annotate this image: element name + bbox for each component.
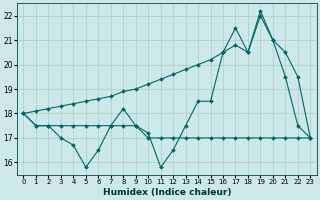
X-axis label: Humidex (Indice chaleur): Humidex (Indice chaleur) xyxy=(103,188,231,197)
